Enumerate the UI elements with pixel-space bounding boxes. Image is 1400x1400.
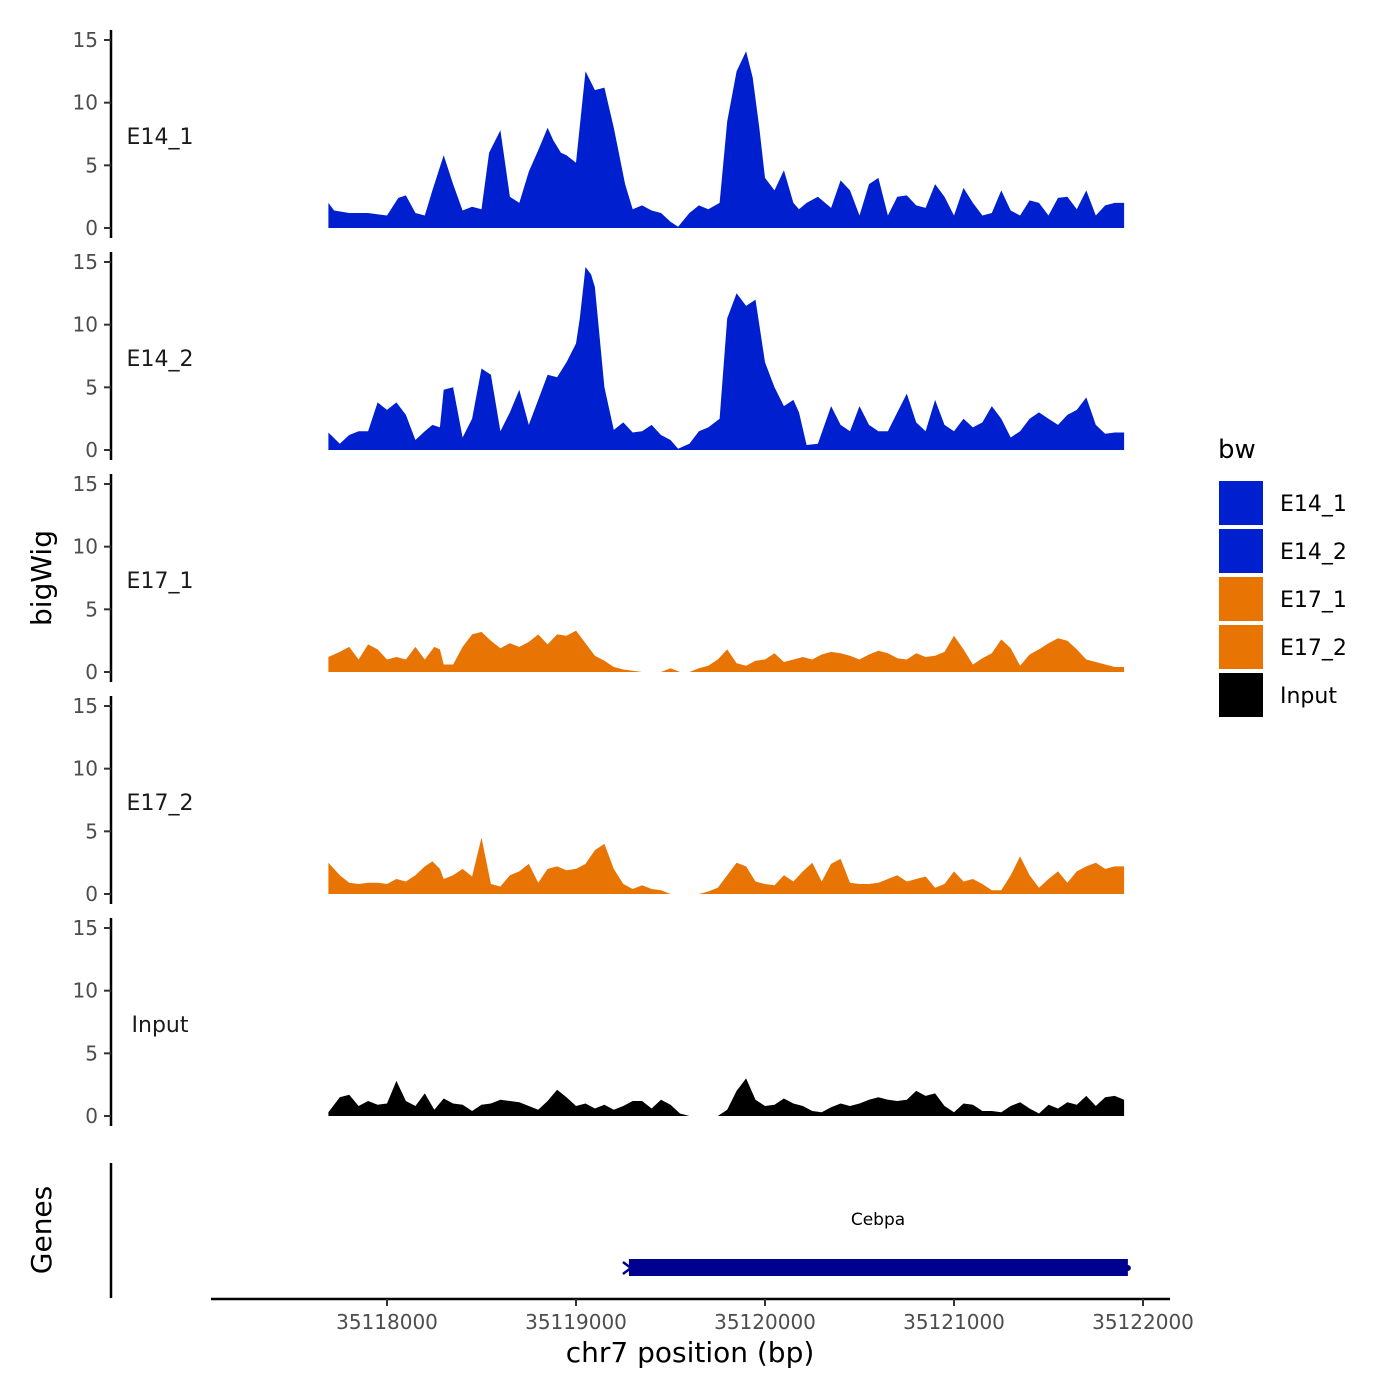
y-tick-label: 5	[85, 375, 98, 399]
y-tick-label: 10	[73, 313, 98, 337]
legend-label: E14_1	[1280, 492, 1347, 517]
legend-label: Input	[1280, 684, 1337, 709]
legend-swatch-e17_1	[1219, 577, 1263, 621]
y-tick-label: 5	[85, 597, 98, 621]
track-label: E14_2	[127, 347, 194, 372]
legend-label: E17_1	[1280, 588, 1347, 613]
legend-swatch-e14_2	[1219, 529, 1263, 573]
gene-end-mark	[1124, 1265, 1131, 1271]
legend-swatch-e14_1	[1219, 481, 1263, 525]
legend-label: E17_2	[1280, 636, 1347, 661]
track-panel-e14_2: 0 5 10 15 E14_2	[73, 250, 1125, 462]
gene-start-mark	[622, 1261, 634, 1275]
x-tick-label: 35120000	[714, 1310, 816, 1334]
x-tick-label: 35121000	[903, 1310, 1005, 1334]
y-tick-label: 0	[85, 660, 98, 684]
gene-track: Genes Cebpa	[25, 1163, 1131, 1298]
gene-body-cebpa	[628, 1259, 1128, 1276]
x-tick-label: 35118000	[336, 1310, 438, 1334]
track-label: E17_2	[127, 791, 194, 816]
y-tick-label: 15	[73, 694, 98, 718]
tracks-layer: 0 5 10 15 E14_1 0 5 10 15 E14_2 0 5 10 15 E17_1 0 5 10 15 E…	[73, 28, 1125, 1128]
track-label: E17_1	[127, 569, 194, 594]
y-tick-label: 5	[85, 1041, 98, 1065]
legend-title: bw	[1218, 435, 1256, 465]
coverage-area-e14_1	[328, 51, 1125, 228]
y-tick-label: 15	[73, 472, 98, 496]
x-axis-title: chr7 position (bp)	[566, 1336, 815, 1369]
track-panel-e14_1: 0 5 10 15 E14_1	[73, 28, 1125, 240]
y-tick-label: 5	[85, 153, 98, 177]
y-axis-title: bigWig	[25, 530, 58, 626]
x-axis: chr7 position (bp) 35118000 35119000 35120…	[211, 1297, 1194, 1369]
track-panel-e17_2: 0 5 10 15 E17_2	[73, 694, 1125, 906]
gene-track-title: Genes	[25, 1186, 58, 1274]
y-tick-label: 15	[73, 28, 98, 52]
gene-label: Cebpa	[851, 1210, 905, 1230]
coverage-area-input	[328, 1078, 1125, 1116]
y-tick-label: 10	[73, 757, 98, 781]
legend-swatch-input	[1219, 673, 1263, 717]
y-tick-label: 5	[85, 819, 98, 843]
track-panel-e17_1: 0 5 10 15 E17_1	[73, 472, 1125, 684]
y-tick-label: 0	[85, 216, 98, 240]
track-panel-input: 0 5 10 15 Input	[73, 916, 1125, 1128]
coverage-area-e14_2	[328, 267, 1125, 450]
y-tick-label: 10	[73, 535, 98, 559]
track-label: Input	[132, 1013, 189, 1038]
track-label: E14_1	[127, 125, 194, 150]
x-tick-label: 35122000	[1092, 1310, 1194, 1334]
legend: bw E14_1 E14_2 E17_1 E17_2 Input	[1218, 435, 1347, 717]
y-tick-label: 0	[85, 1104, 98, 1128]
x-tick-label: 35119000	[525, 1310, 627, 1334]
coverage-area-e17_1	[328, 630, 1125, 672]
y-tick-label: 10	[73, 91, 98, 115]
coverage-area-e17_2	[328, 837, 1125, 894]
y-tick-label: 0	[85, 882, 98, 906]
y-tick-label: 0	[85, 438, 98, 462]
legend-swatch-e17_2	[1219, 625, 1263, 669]
y-tick-label: 10	[73, 979, 98, 1003]
legend-label: E14_2	[1280, 540, 1347, 565]
y-tick-label: 15	[73, 916, 98, 940]
y-tick-label: 15	[73, 250, 98, 274]
